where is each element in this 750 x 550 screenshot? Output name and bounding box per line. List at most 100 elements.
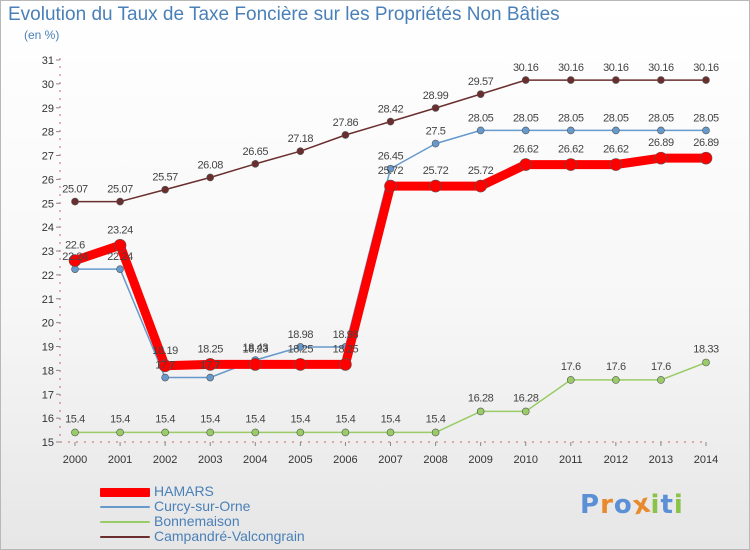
data-label-bonnemaison: 15.4 <box>110 413 130 425</box>
data-point-bonnemaison <box>476 407 485 416</box>
y-tick-label: 17 <box>42 389 54 401</box>
data-label-hamars: 26.89 <box>648 137 674 149</box>
legend-label: Bonnemaison <box>154 513 240 529</box>
data-point-hamars <box>429 179 442 193</box>
x-tick-label: 2000 <box>63 454 87 466</box>
data-point-hamars <box>339 358 352 371</box>
data-point-bonnemaison <box>251 428 260 437</box>
data-point-curcy-sur-orne <box>296 343 305 351</box>
data-label-campandre-valcongrain: 27.18 <box>288 133 314 145</box>
data-label-curcy-sur-orne: 28.05 <box>558 112 584 124</box>
data-point-bonnemaison <box>702 358 710 367</box>
data-point-hamars <box>474 179 487 193</box>
y-tick-label: 20 <box>42 318 54 330</box>
data-label-hamars: 18.23 <box>243 343 269 355</box>
data-label-bonnemaison: 17.6 <box>651 361 671 373</box>
data-point-campandre-valcongrain <box>386 117 395 126</box>
y-tick-label: 29 <box>42 103 54 115</box>
data-point-campandre-valcongrain <box>116 197 124 206</box>
data-point-bonnemaison <box>296 428 305 437</box>
data-label-hamars: 25.72 <box>378 165 404 177</box>
data-point-bonnemaison <box>71 428 79 437</box>
x-tick-label: 2008 <box>423 454 447 466</box>
data-label-bonnemaison: 15.4 <box>426 413 446 425</box>
logo-letter: r <box>600 490 614 520</box>
data-point-curcy-sur-orne <box>431 139 440 148</box>
data-label-hamars: 25.72 <box>468 165 494 177</box>
data-label-hamars: 26.62 <box>513 144 539 156</box>
data-point-bonnemaison <box>521 407 530 416</box>
legend-swatch <box>100 521 150 523</box>
data-point-curcy-sur-orne <box>657 126 665 135</box>
x-tick-label: 2005 <box>288 454 312 466</box>
data-point-bonnemaison <box>116 428 124 437</box>
data-label-bonnemaison: 15.4 <box>336 413 356 425</box>
data-point-curcy-sur-orne <box>566 126 575 135</box>
data-point-hamars <box>113 238 127 252</box>
data-point-bonnemaison <box>657 376 665 384</box>
y-tick-label: 28 <box>42 127 54 139</box>
data-label-bonnemaison: 17.6 <box>561 361 581 373</box>
proxiti-logo: Proxiti <box>580 488 684 521</box>
x-tick-label: 2010 <box>513 454 537 466</box>
data-point-hamars <box>68 254 82 267</box>
data-label-hamars: 26.62 <box>603 144 629 156</box>
data-label-bonnemaison: 15.4 <box>65 413 85 425</box>
data-label-curcy-sur-orne: 22.24 <box>62 251 88 263</box>
logo-letter: t <box>660 490 674 520</box>
y-tick-label: 24 <box>42 222 54 234</box>
data-label-bonnemaison: 16.28 <box>513 392 539 404</box>
data-point-hamars <box>564 158 578 171</box>
x-tick-label: 2007 <box>378 454 402 466</box>
data-label-hamars: 26.89 <box>693 137 719 149</box>
data-label-hamars: 26.62 <box>558 144 584 156</box>
data-point-campandre-valcongrain <box>161 185 169 194</box>
data-label-campandre-valcongrain: 30.16 <box>648 62 674 74</box>
data-label-curcy-sur-orne: 26.45 <box>378 151 404 163</box>
data-point-campandre-valcongrain <box>702 76 710 84</box>
data-point-curcy-sur-orne <box>476 126 485 135</box>
x-tick-label: 2014 <box>694 454 718 466</box>
data-point-campandre-valcongrain <box>657 76 665 84</box>
data-point-bonnemaison <box>206 428 215 437</box>
y-tick-label: 23 <box>42 246 54 258</box>
data-label-bonnemaison: 15.4 <box>381 413 401 425</box>
data-label-campandre-valcongrain: 30.16 <box>558 62 584 74</box>
data-label-campandre-valcongrain: 30.16 <box>603 62 629 74</box>
data-point-hamars <box>248 358 262 371</box>
data-point-hamars <box>699 151 713 165</box>
x-tick-label: 2004 <box>243 454 267 466</box>
data-point-campandre-valcongrain <box>251 160 260 168</box>
data-point-curcy-sur-orne <box>116 265 124 273</box>
data-label-campandre-valcongrain: 27.86 <box>333 117 359 129</box>
data-point-curcy-sur-orne <box>521 126 530 135</box>
data-label-bonnemaison: 15.4 <box>290 413 310 425</box>
x-tick-label: 2012 <box>604 454 628 466</box>
data-point-bonnemaison <box>566 376 575 384</box>
data-point-campandre-valcongrain <box>612 76 620 84</box>
data-labels: 25.07 25.07 25.57 26.08 26.65 27.18 27.86 28.42… <box>62 62 719 425</box>
data-label-hamars: 18.25 <box>333 343 359 355</box>
data-point-campandre-valcongrain <box>206 173 215 182</box>
data-label-bonnemaison: 15.4 <box>245 413 265 425</box>
data-point-bonnemaison <box>386 428 395 437</box>
logo-letter: i <box>673 490 684 520</box>
y-tick-label: 27 <box>42 151 54 163</box>
data-label-curcy-sur-orne: 28.05 <box>468 112 494 124</box>
data-label-campandre-valcongrain: 30.16 <box>513 62 539 74</box>
data-point-bonnemaison <box>341 428 350 437</box>
data-point-hamars <box>158 359 172 373</box>
y-tick-label: 26 <box>42 174 54 186</box>
data-label-campandre-valcongrain: 25.07 <box>107 184 133 196</box>
data-label-curcy-sur-orne: 28.05 <box>513 112 539 124</box>
data-point-hamars <box>519 158 533 171</box>
data-point-hamars <box>203 358 217 371</box>
data-label-hamars: 18.25 <box>197 343 223 355</box>
logo-letter: P <box>580 490 601 520</box>
legend-label: HAMARS <box>154 483 214 499</box>
chart-subtitle: (en %) <box>24 28 60 42</box>
data-point-curcy-sur-orne <box>612 126 620 135</box>
data-label-hamars: 18.19 <box>152 345 178 357</box>
data-label-curcy-sur-orne: 27.5 <box>426 126 446 138</box>
